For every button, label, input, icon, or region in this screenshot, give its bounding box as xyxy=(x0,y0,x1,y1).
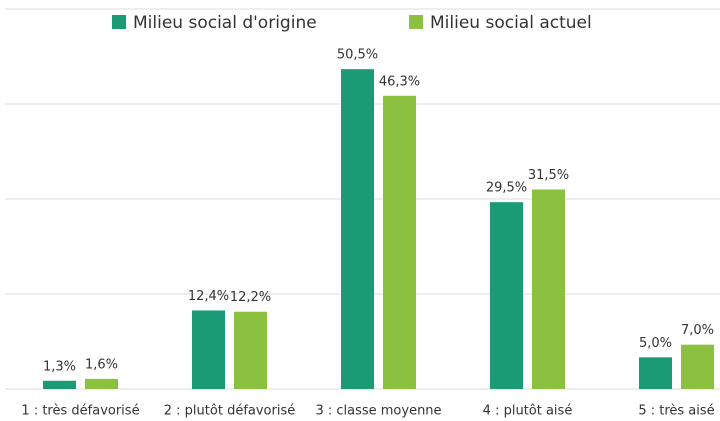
value-label: 46,3% xyxy=(379,74,420,89)
bar xyxy=(639,357,672,389)
bar xyxy=(192,310,225,389)
legend-label: Milieu social actuel xyxy=(430,13,592,33)
bar xyxy=(490,202,523,389)
bar xyxy=(234,311,267,389)
bar xyxy=(383,95,416,390)
value-label: 31,5% xyxy=(528,168,569,183)
value-label: 1,3% xyxy=(43,359,76,374)
x-tick-label: 3 : classe moyenne xyxy=(315,404,441,419)
legend-swatch xyxy=(409,15,423,29)
value-label: 7,0% xyxy=(681,323,714,338)
value-label: 50,5% xyxy=(337,48,378,63)
x-tick-label: 1 : très défavorisé xyxy=(21,404,139,419)
value-label: 12,2% xyxy=(230,290,271,305)
x-tick-label: 2 : plutôt défavorisé xyxy=(164,404,295,419)
bar xyxy=(532,189,565,389)
bar xyxy=(341,69,374,390)
x-tick-label: 4 : plutôt aisé xyxy=(483,404,573,419)
legend-swatch xyxy=(112,15,126,29)
value-label: 12,4% xyxy=(188,289,229,304)
bar xyxy=(85,378,118,389)
value-label: 29,5% xyxy=(486,181,527,196)
legend-label: Milieu social d'origine xyxy=(133,13,317,33)
bar xyxy=(43,380,76,389)
value-label: 5,0% xyxy=(639,336,672,351)
bar xyxy=(681,344,714,389)
x-tick-label: 5 : très aisé xyxy=(638,404,714,419)
value-label: 1,6% xyxy=(85,357,118,372)
